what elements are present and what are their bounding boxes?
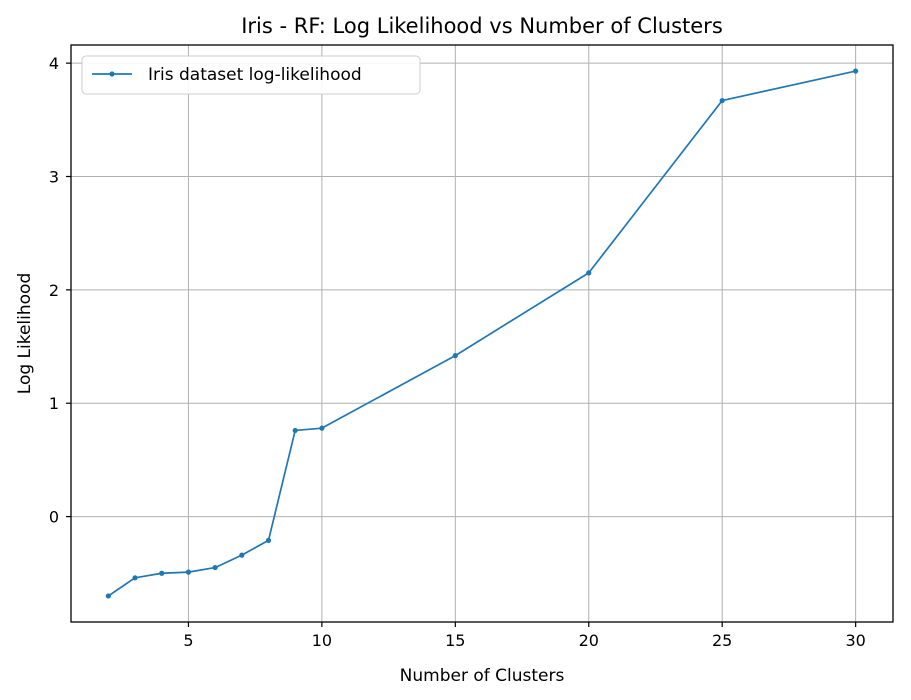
y-tick-label: 4 xyxy=(49,54,59,73)
y-axis-label: Log Likelihood xyxy=(15,273,35,394)
data-point xyxy=(132,575,138,581)
legend-marker xyxy=(109,71,115,77)
y-tick-label: 1 xyxy=(49,394,59,413)
axes-layer xyxy=(70,44,894,623)
x-tick-label: 30 xyxy=(845,631,865,650)
x-tick-label: 25 xyxy=(712,631,732,650)
data-point xyxy=(159,570,165,576)
data-point xyxy=(105,593,111,599)
y-tick-label: 3 xyxy=(49,167,59,186)
y-tick-label: 2 xyxy=(49,281,59,300)
data-point xyxy=(292,427,298,434)
data-point xyxy=(452,353,458,359)
x-tick-label: 20 xyxy=(579,631,599,650)
legend-label: Iris dataset log-likelihood xyxy=(148,65,362,85)
data-point xyxy=(586,270,592,276)
data-point xyxy=(319,425,325,431)
tick-layer: 5 10 15 20 25 30 0 1 2 3 4 xyxy=(49,54,866,650)
grid-layer xyxy=(71,45,893,622)
x-tick-label: 5 xyxy=(183,631,193,650)
x-tick-label: 10 xyxy=(312,631,332,650)
data-point xyxy=(212,564,218,571)
x-axis-label: Number of Clusters xyxy=(400,666,565,686)
x-tick-label: 15 xyxy=(445,631,465,650)
series-layer xyxy=(105,68,859,599)
data-point xyxy=(239,552,245,558)
data-point xyxy=(265,537,272,543)
axes-frame xyxy=(70,44,894,623)
y-tick-label: 0 xyxy=(49,508,59,527)
data-point xyxy=(853,68,859,74)
plot-area xyxy=(71,45,893,622)
legend-box xyxy=(81,55,421,95)
data-point xyxy=(719,97,725,104)
legend: Iris dataset log-likelihood xyxy=(81,55,421,95)
data-point xyxy=(185,569,192,575)
chart-title: Iris - RF: Log Likelihood vs Number of C… xyxy=(241,14,723,38)
